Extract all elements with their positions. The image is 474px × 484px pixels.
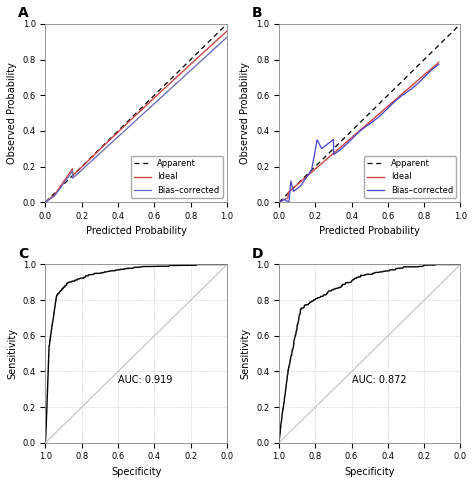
X-axis label: Predicted Probability: Predicted Probability <box>86 227 187 237</box>
Y-axis label: Observed Probability: Observed Probability <box>7 62 17 164</box>
Text: AUC: 0.872: AUC: 0.872 <box>352 376 406 385</box>
Legend: Apparent, Ideal, Bias–corrected: Apparent, Ideal, Bias–corrected <box>364 156 456 198</box>
Text: AUC: 0.919: AUC: 0.919 <box>118 376 173 385</box>
Y-axis label: Observed Probability: Observed Probability <box>240 62 250 164</box>
Text: C: C <box>18 247 28 261</box>
Y-axis label: Sensitivity: Sensitivity <box>7 328 17 379</box>
Text: B: B <box>252 6 263 20</box>
Legend: Apparent, Ideal, Bias–corrected: Apparent, Ideal, Bias–corrected <box>130 156 223 198</box>
Text: A: A <box>18 6 29 20</box>
X-axis label: Specificity: Specificity <box>111 467 162 477</box>
X-axis label: Specificity: Specificity <box>345 467 395 477</box>
Y-axis label: Sensitivity: Sensitivity <box>240 328 250 379</box>
X-axis label: Predicted Probability: Predicted Probability <box>319 227 420 237</box>
Text: D: D <box>252 247 263 261</box>
